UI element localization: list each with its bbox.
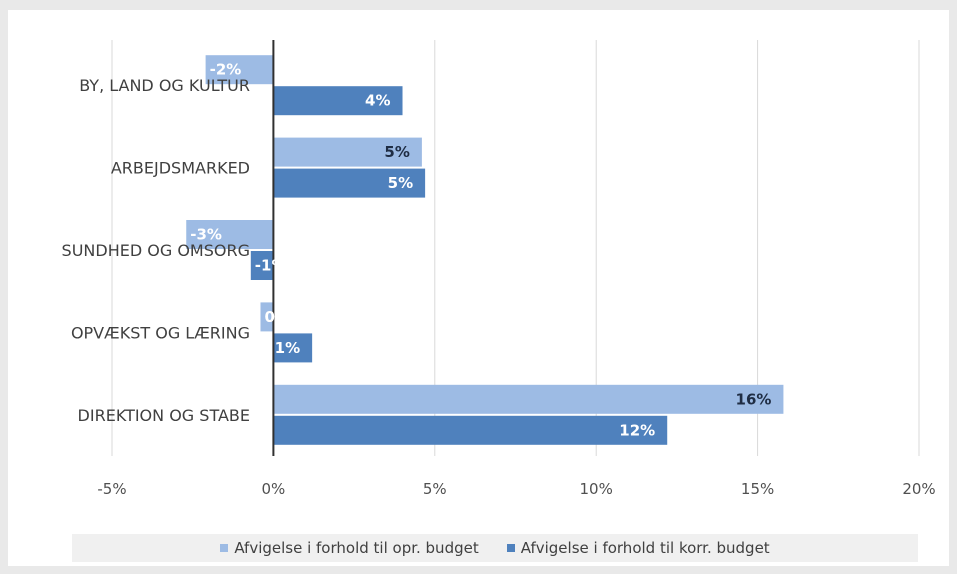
bar-chart: BY, LAND OG KULTUR ARBEJDSMARKED SUNDHED O… — [62, 40, 936, 498]
chart-frame: BY, LAND OG KULTUR ARBEJDSMARKED SUNDHED O… — [8, 10, 949, 566]
value-label: -3% — [190, 226, 222, 244]
legend-swatch-korr — [506, 544, 515, 552]
bar-opr — [186, 220, 274, 249]
value-label: 5% — [384, 143, 409, 161]
x-tick-label: -5% — [97, 480, 126, 498]
value-label: 1% — [275, 339, 300, 357]
x-tick-label: 10% — [580, 480, 613, 498]
x-tick-label: 15% — [741, 480, 774, 498]
value-label: 4% — [365, 92, 390, 110]
legend-swatch-opr — [220, 544, 229, 552]
legend-entry-korr: Afvigelse i forhold til korr. budget — [506, 539, 770, 557]
category-label: ARBEJDSMARKED — [111, 159, 250, 178]
x-tick-label: 5% — [423, 480, 447, 498]
category-label: OPVÆKST OG LÆRING — [71, 323, 250, 342]
bar-korr — [273, 86, 403, 116]
legend: Afvigelse i forhold til opr. budget Afvi… — [72, 534, 918, 562]
value-label: -1% — [255, 257, 287, 275]
x-tick-label: 20% — [902, 480, 935, 498]
bar-korr — [250, 251, 274, 280]
value-labels: -2% 4% 5% 5% -3% -1% 0% 1% 16% 12% — [190, 61, 771, 440]
bar-opr — [260, 302, 274, 332]
value-label: -2% — [210, 61, 242, 79]
bars — [186, 55, 784, 445]
bar-korr — [273, 333, 313, 363]
category-label: DIREKTION OG STABE — [78, 406, 250, 425]
bar-opr — [205, 55, 274, 85]
value-label: 16% — [736, 390, 772, 408]
x-tick-labels: -5% 0% 5% 10% 15% 20% — [97, 480, 935, 498]
bar-opr — [273, 384, 784, 414]
legend-label-opr: Afvigelse i forhold til opr. budget — [234, 539, 479, 557]
legend-entry-opr: Afvigelse i forhold til opr. budget — [220, 539, 479, 557]
bar-korr — [273, 168, 426, 198]
category-label: SUNDHED OG OMSORG — [62, 241, 250, 260]
bar-opr — [273, 137, 422, 167]
value-label: 12% — [619, 421, 655, 439]
value-label: 5% — [388, 174, 413, 192]
category-label: BY, LAND OG KULTUR — [79, 76, 250, 95]
value-label: 0% — [264, 308, 289, 326]
legend-label-korr: Afvigelse i forhold til korr. budget — [520, 539, 770, 557]
category-labels: BY, LAND OG KULTUR ARBEJDSMARKED SUNDHED O… — [62, 76, 250, 425]
bar-korr — [273, 415, 668, 445]
x-tick-label: 0% — [262, 480, 286, 498]
